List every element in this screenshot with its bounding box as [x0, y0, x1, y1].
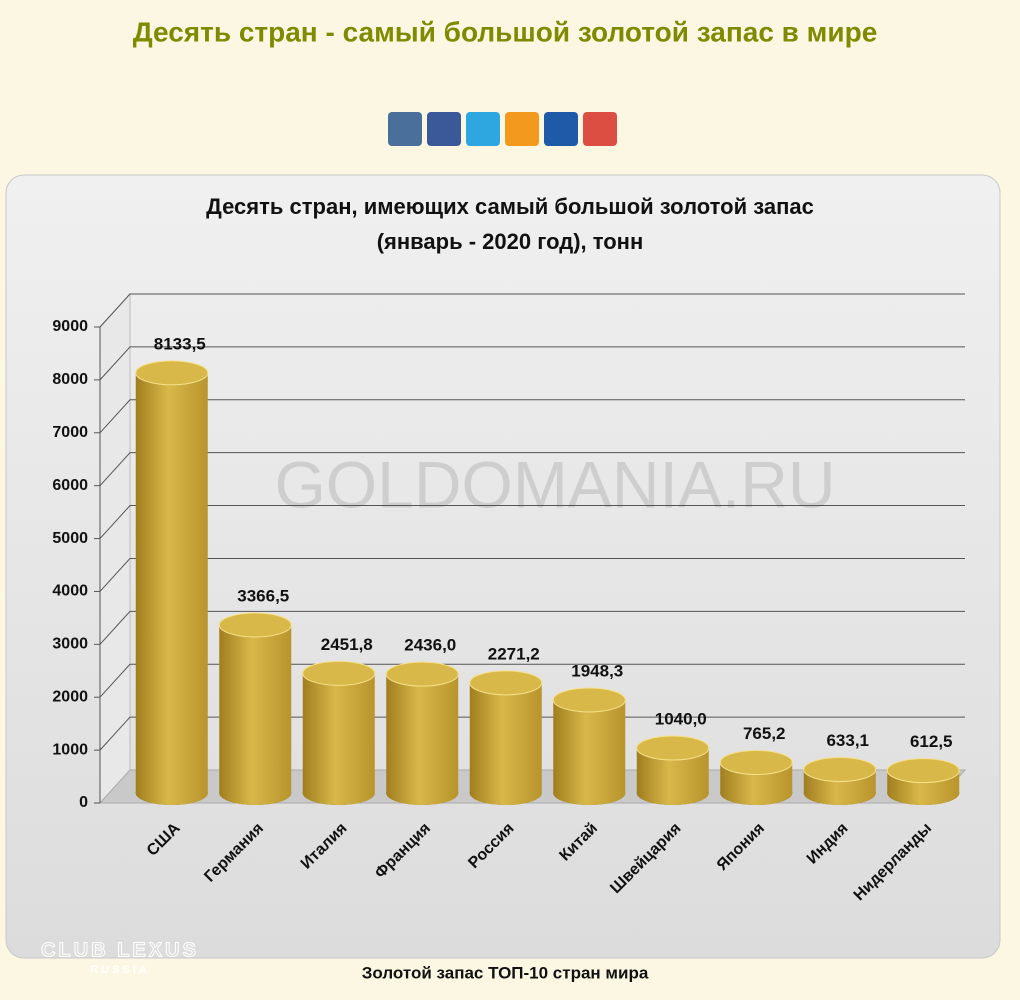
bar-cap	[219, 781, 292, 805]
bar-cap	[302, 781, 375, 805]
data-label: 8133,5	[154, 334, 206, 353]
y-tick-label: 2000	[52, 688, 88, 705]
bar-cap	[803, 781, 876, 805]
data-label: 1040,0	[655, 709, 707, 728]
bar	[219, 624, 292, 793]
logo-sub: RUSSIA	[90, 964, 150, 976]
grid-line	[99, 610, 965, 645]
bar-top	[886, 758, 960, 784]
bar-top	[302, 660, 376, 686]
bar	[302, 673, 375, 793]
bar-cap	[720, 781, 793, 805]
caption: Золотой запас ТОП-10 стран мира	[362, 963, 649, 982]
grid-line	[99, 452, 965, 487]
share-ok[interactable]	[505, 112, 539, 146]
share-mail[interactable]	[544, 112, 578, 146]
bar-top	[469, 670, 543, 696]
share-tw[interactable]	[466, 112, 500, 146]
share-vk[interactable]	[388, 112, 422, 146]
data-label: 3366,5	[237, 586, 289, 605]
grid-line	[99, 557, 965, 592]
share-gplus[interactable]	[583, 112, 617, 146]
bar	[386, 674, 459, 793]
bar-top	[636, 735, 710, 761]
y-tick-label: 5000	[52, 530, 88, 547]
back-wall	[99, 292, 131, 805]
grid-line	[99, 663, 965, 698]
watermark: GOLDOMANIA.RU	[274, 447, 835, 521]
y-tick-label: 8000	[52, 371, 88, 388]
bar-top	[385, 661, 459, 687]
bar-cap	[553, 781, 626, 805]
y-tick-label: 1000	[52, 741, 88, 758]
data-label: 765,2	[743, 724, 786, 743]
bar-top	[218, 612, 292, 638]
data-label: 2436,0	[404, 636, 456, 655]
page-title: Десять стран - самый большой золотой зап…	[133, 16, 878, 47]
bar-top	[135, 360, 209, 386]
y-tick-label: 0	[79, 794, 88, 811]
grid-line	[99, 716, 965, 751]
bar	[553, 699, 626, 793]
chart-title: Десять стран, имеющих самый большой золо…	[206, 194, 814, 219]
bar	[135, 372, 208, 793]
grid-line	[99, 505, 965, 539]
chart-subtitle: (январь - 2020 год), тонн	[377, 229, 644, 254]
data-label: 2451,8	[321, 635, 373, 654]
y-tick-label: 4000	[52, 583, 88, 600]
grid-line	[99, 399, 965, 434]
bar	[469, 682, 542, 793]
y-tick-label: 3000	[52, 636, 88, 653]
data-label: 612,5	[910, 732, 953, 751]
data-label: 1948,3	[571, 661, 623, 680]
bar-cap	[469, 781, 542, 805]
bar-top	[552, 687, 626, 713]
data-label: 2271,2	[488, 644, 540, 663]
bar-cap	[386, 781, 459, 805]
bar-cap	[135, 781, 208, 805]
bar-cap	[636, 781, 709, 805]
bar-top	[803, 757, 877, 783]
grid-line	[99, 346, 965, 381]
logo: CLUB LEXUS	[41, 939, 199, 961]
share-fb[interactable]	[427, 112, 461, 146]
y-tick-label: 7000	[52, 424, 88, 441]
plot: 0 1000 2000 3000 4000 5000 6000 7000 8000 9000 813…	[52, 292, 967, 904]
y-tick-label: 6000	[52, 477, 88, 494]
bar-cap	[887, 781, 960, 805]
share-icons[interactable]	[388, 112, 617, 146]
y-tick-label: 9000	[52, 318, 88, 335]
bar-top	[719, 750, 793, 776]
data-label: 633,1	[826, 731, 869, 750]
grid-line	[99, 293, 965, 328]
